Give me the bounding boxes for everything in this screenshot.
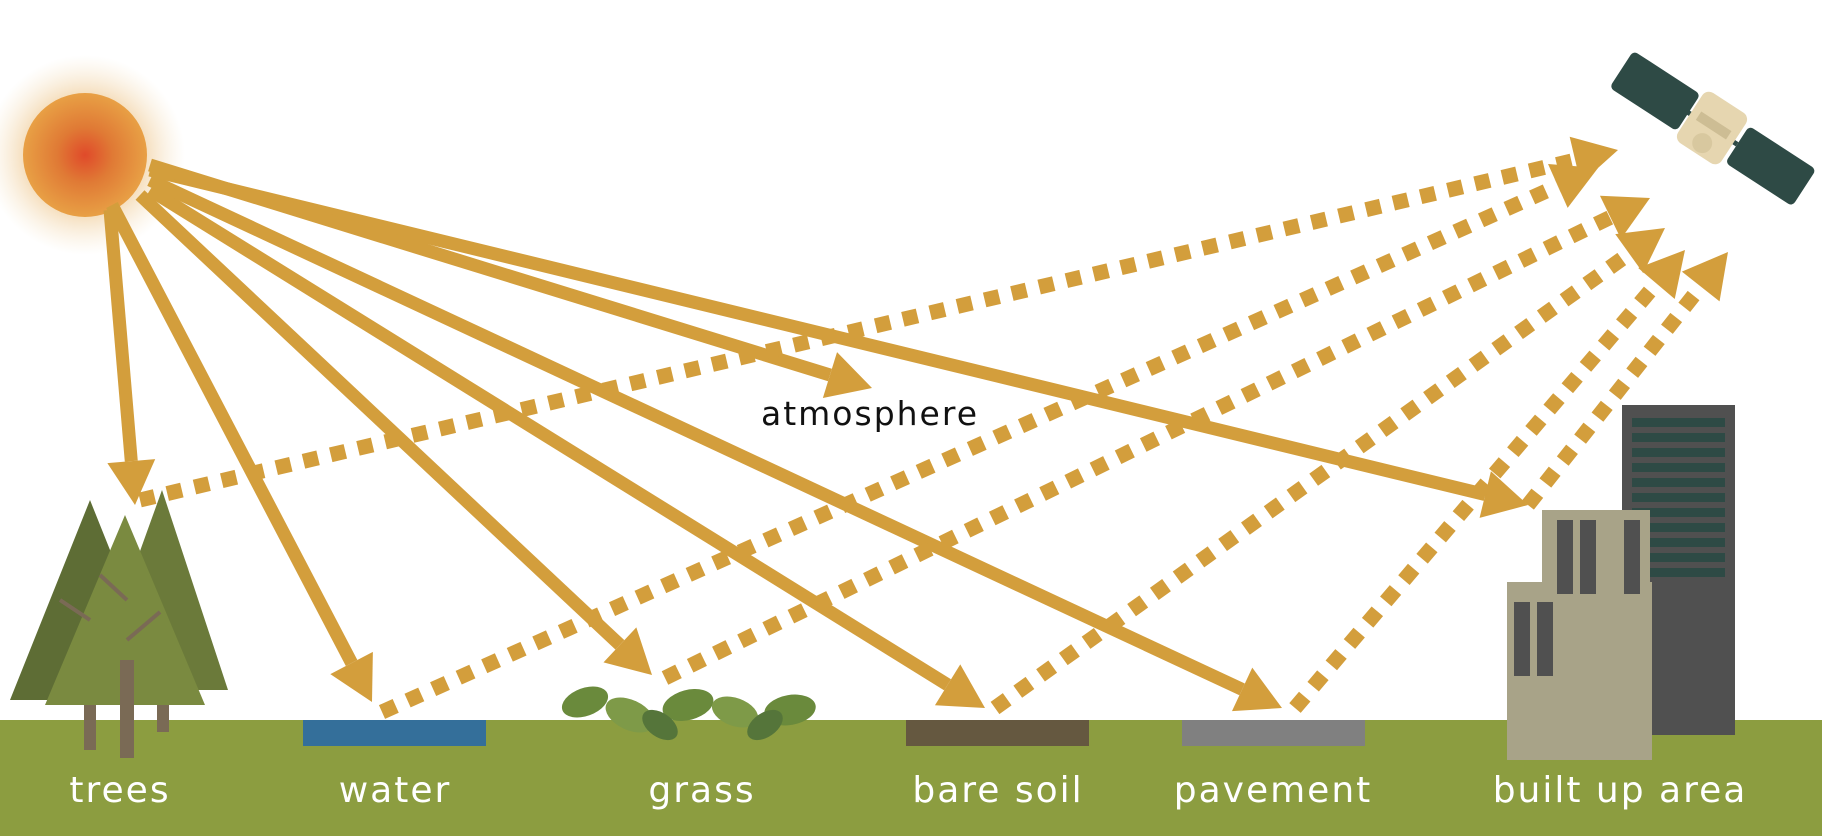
incoming-built-up-area-arrowhead: [1479, 471, 1528, 518]
reflected-pavement-line: [1289, 278, 1663, 713]
incoming-bare-soil-line: [146, 184, 952, 691]
buildings-icon: [1507, 405, 1735, 760]
incoming-trees-line: [103, 209, 138, 462]
reflected-bare-soil-arrowhead: [1615, 228, 1665, 274]
incoming-bare-soil-arrowhead: [934, 664, 985, 708]
reflected-water-arrowhead: [1548, 164, 1598, 208]
pavement-surface: [1182, 720, 1365, 746]
reflected-bare-soil-line: [990, 247, 1634, 715]
incoming-grass-line: [135, 190, 625, 650]
reflected-grass-arrowhead: [1599, 195, 1650, 239]
incoming-pavement-line: [147, 174, 1245, 696]
incoming-grass-arrowhead: [603, 627, 652, 675]
atmosphere-label: atmosphere: [761, 394, 979, 433]
satellite-icon: [1611, 52, 1815, 205]
reflected-grass-line: [661, 210, 1614, 685]
reflected-built-up-area-line: [1522, 281, 1707, 510]
grass-icon: [561, 686, 816, 741]
incoming-water-line: [106, 201, 358, 667]
incoming-pavement-arrowhead: [1231, 667, 1282, 712]
incoming-water-arrowhead: [330, 651, 373, 702]
reflected-pavement-arrowhead: [1638, 250, 1685, 300]
pavement-label: pavement: [1174, 770, 1373, 811]
built-up-area-label: built up area: [1493, 770, 1748, 811]
water-label: water: [339, 770, 452, 811]
bare-soil-surface: [906, 720, 1089, 746]
incoming-atmosphere-line: [148, 158, 832, 382]
trees-label: trees: [69, 770, 170, 811]
incoming-atmosphere-arrowhead: [822, 352, 872, 398]
water-surface: [303, 720, 486, 746]
bare-soil-label: bare soil: [912, 770, 1083, 811]
reflected-trees-line: [138, 152, 1577, 508]
reflected-water-line: [378, 179, 1561, 719]
arrows-layer: [103, 136, 1728, 719]
trees-icon: [10, 490, 228, 758]
reflected-built-up-area-arrowhead: [1681, 252, 1728, 302]
grass-label: grass: [648, 770, 755, 811]
incoming-trees-arrowhead: [107, 459, 156, 505]
incoming-built-up-area-line: [148, 163, 1487, 501]
sun-icon: [0, 55, 185, 255]
